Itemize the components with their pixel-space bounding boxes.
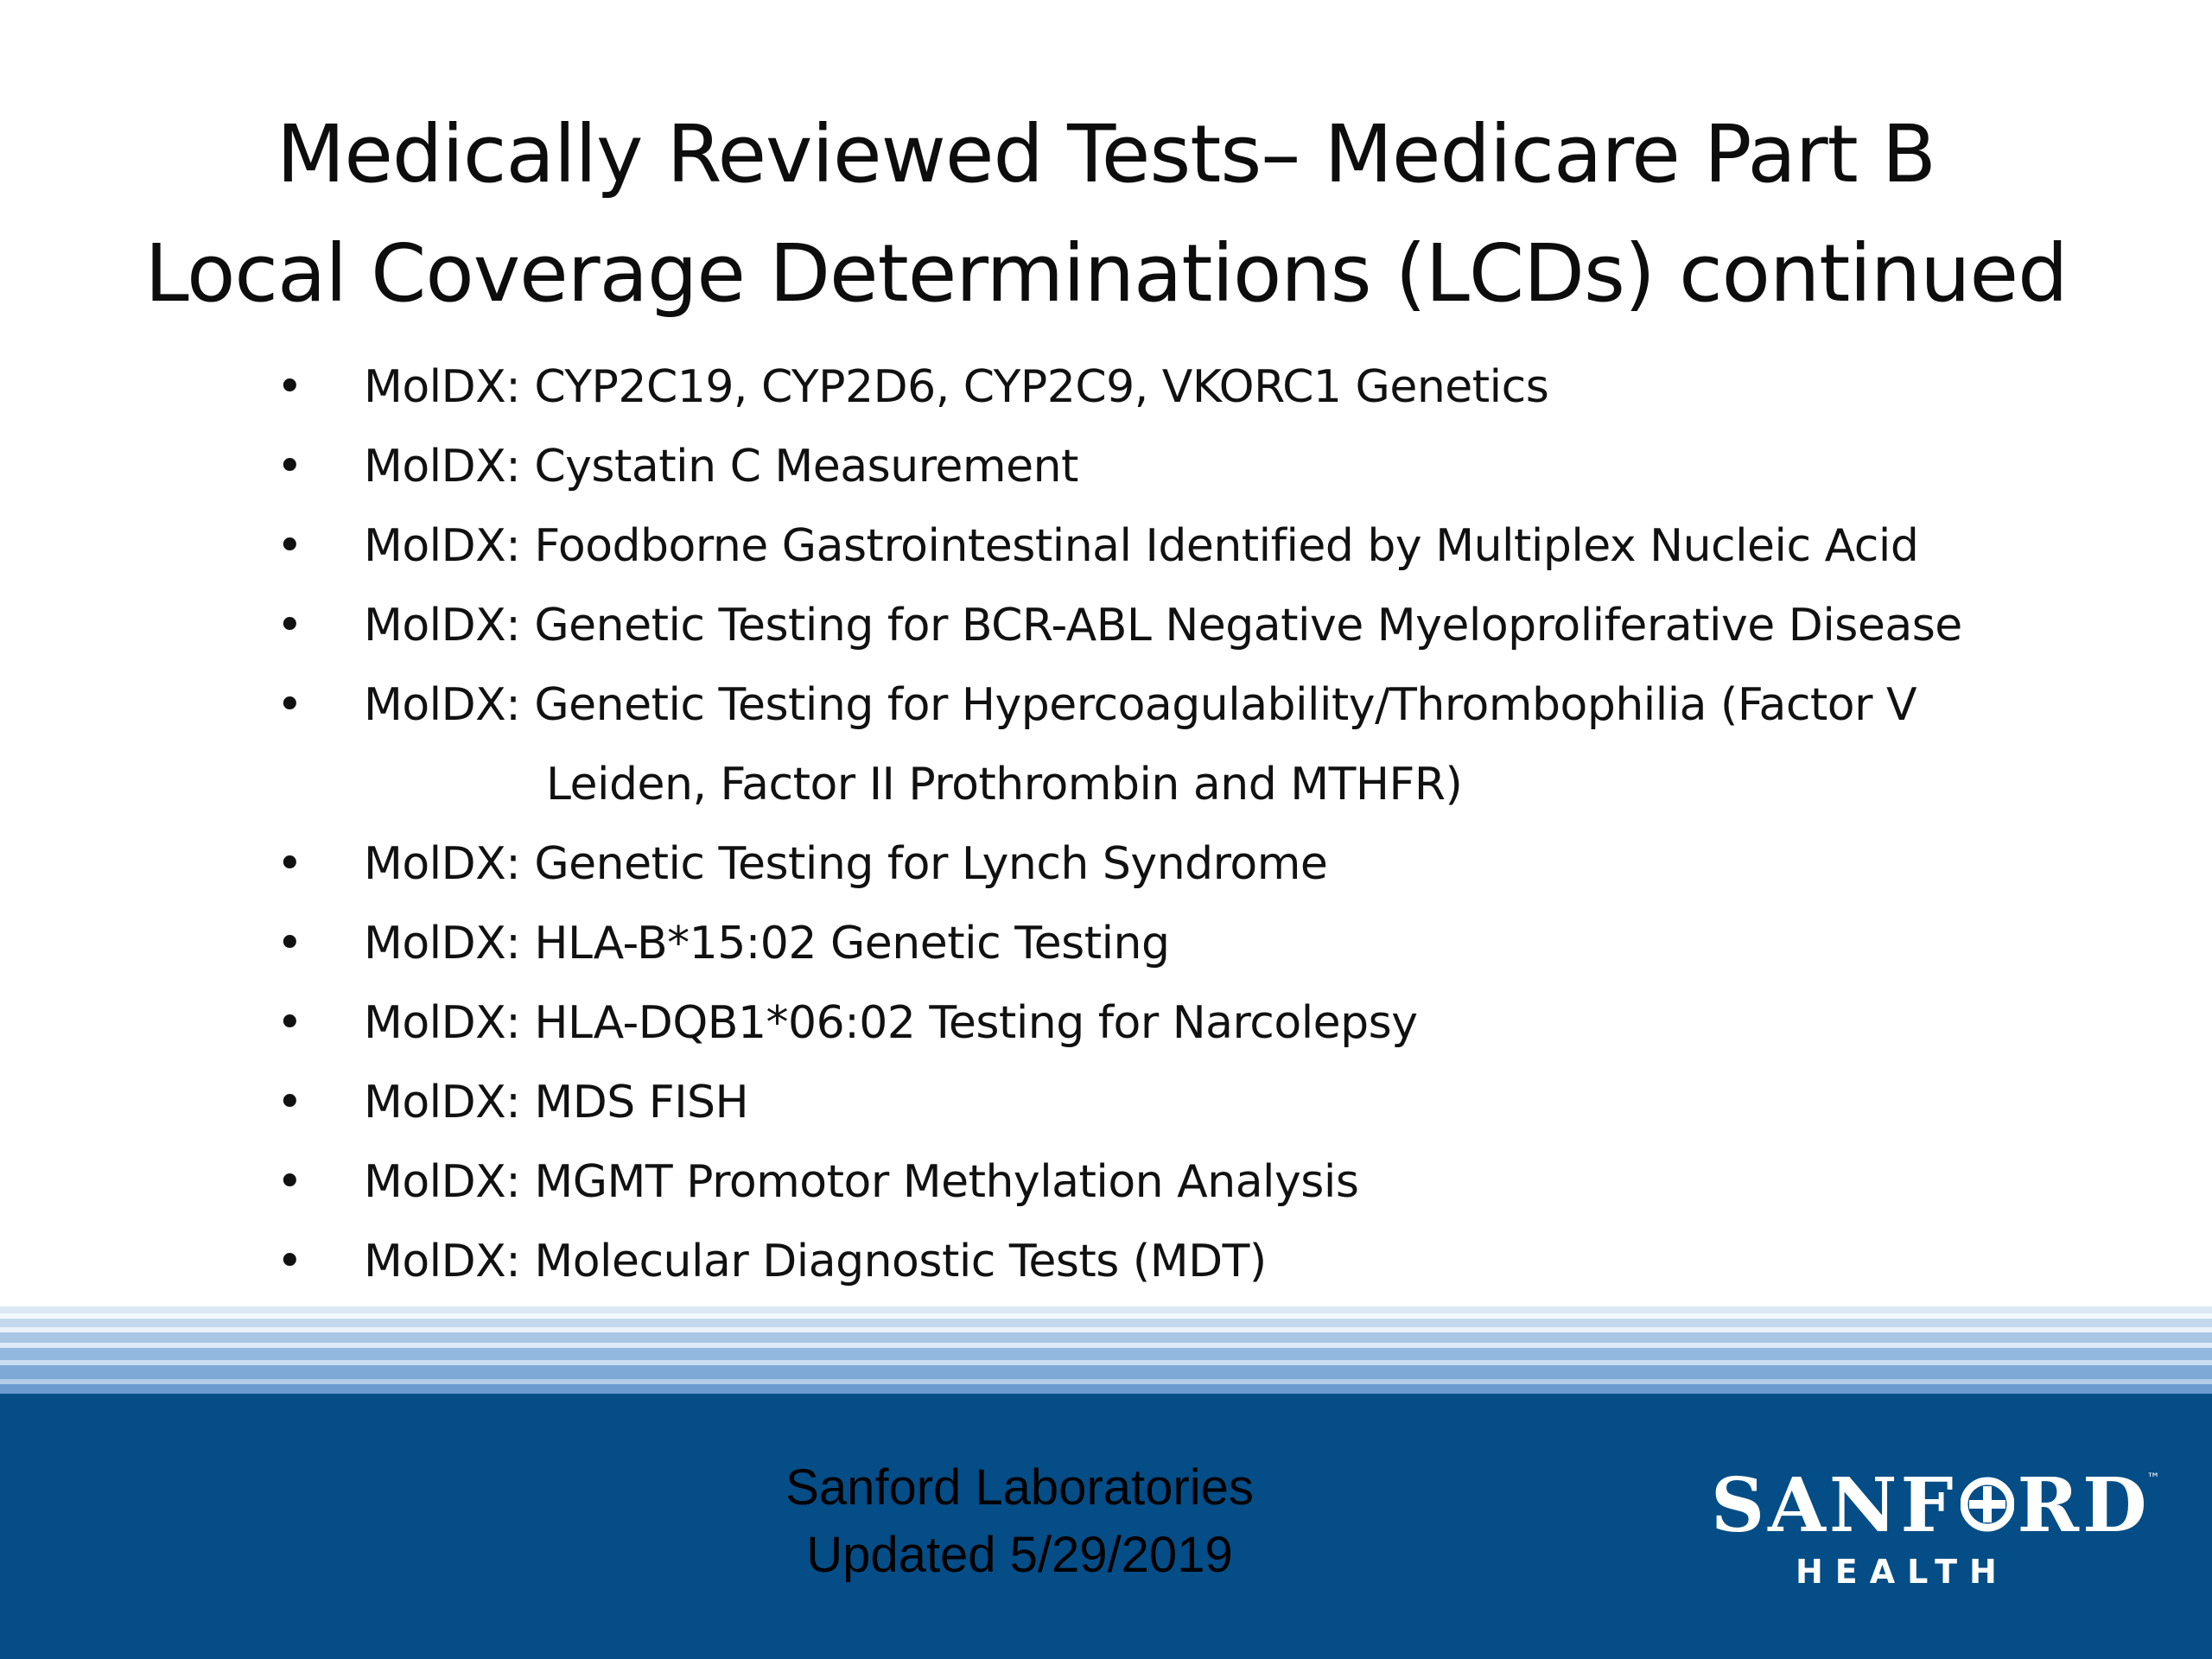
logo-wordmark: SANF RD (1711, 1463, 2151, 1549)
bullet-icon: • (276, 361, 303, 413)
list-item-text: MolDX: Cystatin C Measurement (364, 441, 1078, 493)
trademark-symbol: ™ (2146, 1470, 2160, 1486)
list-item-text: MolDX: Molecular Diagnostic Tests (MDT) (364, 1236, 1267, 1287)
bullet-icon: • (276, 520, 303, 572)
logo-word-right: RD (2017, 1462, 2151, 1549)
test-list: • MolDX: CYP2C19, CYP2D6, CYP2C9, VKORC1… (276, 347, 1962, 1301)
list-item-text: MolDX: CYP2C19, CYP2D6, CYP2C9, VKORC1 G… (364, 361, 1549, 413)
list-item: • MolDX: HLA-DQB1*06:02 Testing for Narc… (276, 983, 1962, 1063)
bullet-icon: • (276, 997, 303, 1049)
list-item-text: MolDX: Genetic Testing for BCR-ABL Negat… (364, 600, 1962, 652)
list-item: • MolDX: Foodborne Gastrointestinal Iden… (276, 506, 1962, 586)
decorative-stripes (0, 1305, 2212, 1394)
list-item-text: MolDX: Genetic Testing for Lynch Syndrom… (364, 838, 1328, 890)
title-line-1: Medically Reviewed Tests– Medicare Part … (276, 108, 1936, 200)
list-item-text: MolDX: Foodborne Gastrointestinal Identi… (364, 520, 1919, 572)
list-item-text: MolDX: HLA-DQB1*06:02 Testing for Narcol… (364, 997, 1418, 1049)
list-item: • MolDX: Genetic Testing for BCR-ABL Neg… (276, 586, 1962, 665)
list-item-text: MolDX: MGMT Promotor Methylation Analysi… (364, 1156, 1359, 1208)
footer-caption: Sanford Laboratories Updated 5/29/2019 (622, 1454, 1417, 1589)
list-item: • MolDX: Genetic Testing for Lynch Syndr… (276, 824, 1962, 904)
list-item: • MolDX: CYP2C19, CYP2D6, CYP2C9, VKORC1… (276, 347, 1962, 427)
bullet-icon: • (276, 918, 303, 969)
list-item-continuation: Leiden, Factor II Prothrombin and MTHFR) (546, 759, 1463, 810)
list-item-text: MolDX: MDS FISH (364, 1077, 749, 1128)
sanford-health-logo: SANF RD ™ HEALTH (1694, 1463, 2160, 1601)
footer-band: Sanford Laboratories Updated 5/29/2019 S… (0, 1394, 2212, 1659)
list-item-text: MolDX: Genetic Testing for Hypercoagulab… (364, 679, 1917, 731)
list-item: • MolDX: Cystatin C Measurement (276, 427, 1962, 506)
bullet-icon: • (276, 1156, 303, 1208)
list-item: • MolDX: Genetic Testing for Hypercoagul… (276, 665, 1962, 824)
cross-in-circle-icon (1960, 1476, 2014, 1533)
bullet-icon: • (276, 1236, 303, 1287)
logo-word-left: SANF (1711, 1462, 1957, 1549)
logo-subtitle: HEALTH (1796, 1553, 2009, 1591)
list-item-text: MolDX: HLA-B*15:02 Genetic Testing (364, 918, 1170, 969)
bullet-icon: • (276, 679, 303, 731)
bullet-icon: • (276, 1077, 303, 1128)
bullet-icon: • (276, 838, 303, 890)
list-item: • MolDX: MDS FISH (276, 1063, 1962, 1142)
bullet-icon: • (276, 600, 303, 652)
footer-line-1: Sanford Laboratories (785, 1459, 1254, 1516)
list-item: • MolDX: HLA-B*15:02 Genetic Testing (276, 904, 1962, 983)
list-item: • MolDX: MGMT Promotor Methylation Analy… (276, 1142, 1962, 1222)
slide-title: Medically Reviewed Tests– Medicare Part … (0, 95, 2212, 334)
footer-line-2: Updated 5/29/2019 (806, 1527, 1233, 1583)
title-line-2: Local Coverage Determinations (LCDs) con… (144, 227, 2068, 320)
bullet-icon: • (276, 441, 303, 493)
list-item: • MolDX: Molecular Diagnostic Tests (MDT… (276, 1222, 1962, 1301)
